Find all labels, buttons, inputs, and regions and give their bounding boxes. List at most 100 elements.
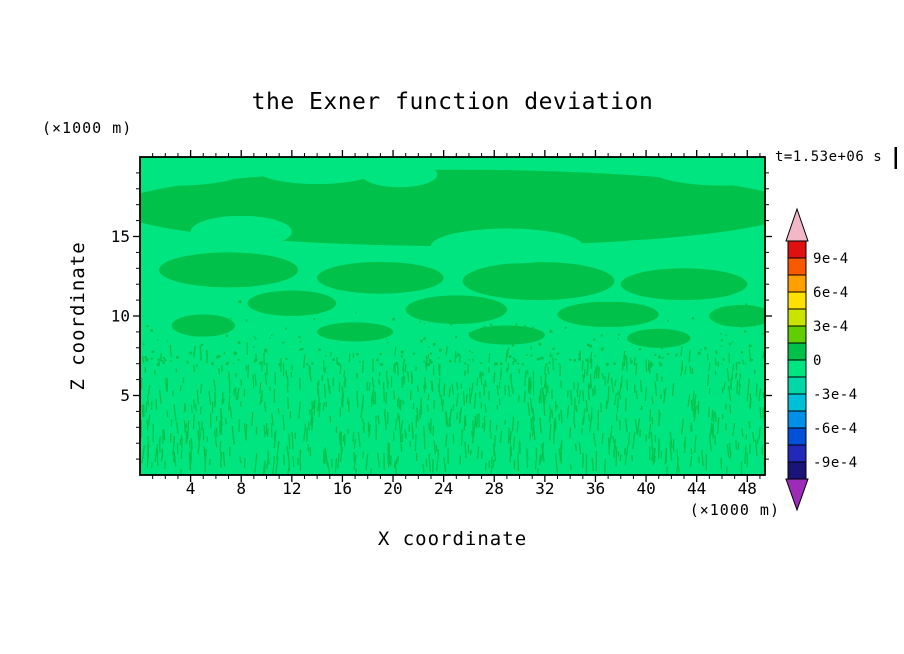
field-strand bbox=[255, 426, 258, 435]
field-dot bbox=[336, 362, 339, 365]
field-dot bbox=[311, 362, 314, 365]
field-strand bbox=[512, 436, 516, 450]
field-strand bbox=[737, 442, 740, 450]
field-dot bbox=[524, 325, 527, 327]
field-strand bbox=[371, 376, 375, 389]
field-strand bbox=[484, 380, 487, 387]
field-strand bbox=[634, 384, 636, 394]
field-strand bbox=[717, 361, 719, 367]
field-strand bbox=[735, 439, 737, 450]
field-strand bbox=[576, 389, 579, 398]
field-strand bbox=[492, 459, 495, 468]
field-strand bbox=[274, 372, 276, 385]
field-strand bbox=[318, 402, 321, 417]
field-dot bbox=[569, 358, 572, 361]
field-strand bbox=[382, 382, 385, 389]
field-strand bbox=[746, 452, 748, 468]
field-strand bbox=[649, 409, 652, 422]
field-strand bbox=[287, 396, 289, 409]
field-strand bbox=[150, 401, 153, 410]
field-strand bbox=[472, 358, 475, 363]
field-dot bbox=[679, 331, 683, 335]
field-dot bbox=[145, 358, 149, 362]
field-strand bbox=[578, 441, 582, 455]
x-tick-label: 20 bbox=[383, 479, 402, 498]
field-strand bbox=[213, 379, 217, 392]
field-strand bbox=[173, 404, 177, 422]
field-strand bbox=[529, 432, 532, 441]
field-strand bbox=[240, 379, 243, 386]
field-strand bbox=[182, 377, 185, 384]
field-dot bbox=[189, 351, 193, 355]
field-strand bbox=[570, 390, 573, 405]
field-strand bbox=[615, 413, 618, 422]
field-strand bbox=[438, 363, 441, 375]
field-strand bbox=[361, 360, 364, 373]
field-strand bbox=[180, 449, 183, 460]
field-strand bbox=[229, 406, 233, 419]
field-strand bbox=[539, 388, 542, 397]
field-dot bbox=[263, 352, 266, 355]
field-strand bbox=[208, 390, 212, 406]
field-strand bbox=[601, 372, 604, 380]
field-strand bbox=[154, 370, 156, 375]
field-strand bbox=[190, 405, 193, 414]
field-dot bbox=[556, 353, 559, 356]
field-strand bbox=[476, 446, 480, 459]
field-dot bbox=[526, 354, 528, 356]
field-dot bbox=[376, 358, 379, 362]
field-strand bbox=[484, 404, 487, 413]
field-strand bbox=[490, 456, 493, 465]
field-strand bbox=[206, 436, 209, 442]
field-strand bbox=[338, 382, 341, 392]
field-strand bbox=[386, 381, 389, 389]
field-strand bbox=[219, 420, 221, 436]
field-strand bbox=[145, 402, 148, 413]
field-strand bbox=[758, 427, 761, 440]
field-strand bbox=[467, 363, 469, 374]
field-strand bbox=[762, 407, 764, 418]
field-strand bbox=[409, 390, 412, 400]
field-strand bbox=[390, 376, 393, 388]
field-strand bbox=[532, 415, 535, 433]
field-strand bbox=[224, 417, 227, 425]
field-strand bbox=[246, 342, 248, 355]
field-strand bbox=[393, 390, 396, 400]
field-strand bbox=[542, 392, 545, 401]
field-dot bbox=[513, 359, 517, 363]
field-strand bbox=[415, 415, 418, 428]
field-dot bbox=[725, 307, 728, 310]
field-strand bbox=[590, 407, 593, 419]
field-strand bbox=[725, 423, 727, 431]
field-dot bbox=[157, 339, 159, 341]
field-dot bbox=[491, 337, 494, 340]
field-strand bbox=[423, 433, 426, 450]
field-strand bbox=[728, 385, 732, 402]
field-strand bbox=[661, 376, 663, 382]
field-dot bbox=[738, 361, 741, 364]
field-dot bbox=[538, 357, 541, 361]
field-dot bbox=[254, 358, 258, 362]
field-strand bbox=[323, 384, 327, 399]
field-strand bbox=[706, 353, 709, 361]
field-strand bbox=[517, 395, 520, 403]
field-strand bbox=[408, 424, 411, 432]
field-strand bbox=[147, 414, 151, 426]
field-strand bbox=[218, 368, 221, 375]
field-strand bbox=[508, 433, 511, 441]
field-strand bbox=[731, 372, 734, 380]
field-strand bbox=[394, 461, 398, 475]
field-strand bbox=[504, 384, 506, 396]
field-strand bbox=[445, 346, 448, 355]
field-strand bbox=[566, 390, 569, 398]
field-strand bbox=[714, 357, 717, 366]
field-hole bbox=[361, 161, 438, 188]
field-strand bbox=[185, 423, 187, 429]
field-dot bbox=[419, 321, 422, 323]
field-dot bbox=[150, 329, 153, 332]
field-strand bbox=[404, 364, 407, 373]
field-dot bbox=[573, 359, 577, 362]
field-strand bbox=[342, 435, 345, 442]
field-strand bbox=[586, 364, 589, 376]
field-strand bbox=[427, 354, 430, 360]
